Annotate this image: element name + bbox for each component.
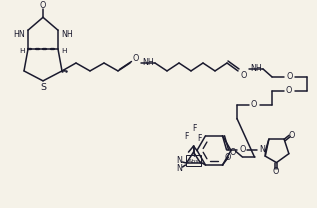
Text: O: O	[289, 131, 295, 140]
Text: S: S	[40, 83, 46, 92]
Text: NH: NH	[250, 64, 262, 73]
Text: N: N	[177, 165, 183, 173]
Text: O: O	[272, 167, 279, 176]
Text: O: O	[241, 71, 247, 80]
Text: NH: NH	[61, 30, 73, 39]
Text: F: F	[197, 134, 202, 143]
Text: O: O	[287, 72, 293, 81]
FancyBboxPatch shape	[186, 155, 201, 166]
Text: F: F	[184, 132, 189, 141]
Text: NH: NH	[142, 58, 154, 68]
Text: O: O	[40, 1, 46, 10]
Text: Abs: Abs	[188, 158, 199, 163]
Text: O: O	[286, 86, 292, 95]
Text: H: H	[19, 48, 25, 54]
Text: O: O	[224, 153, 231, 162]
Text: O: O	[133, 53, 139, 63]
Text: N: N	[177, 156, 183, 165]
Text: N: N	[260, 145, 265, 154]
Text: F: F	[192, 124, 197, 133]
Text: O: O	[229, 148, 236, 157]
Text: O: O	[251, 100, 257, 109]
Text: O: O	[239, 145, 246, 154]
Text: H: H	[61, 48, 67, 54]
Text: HN: HN	[13, 30, 25, 39]
